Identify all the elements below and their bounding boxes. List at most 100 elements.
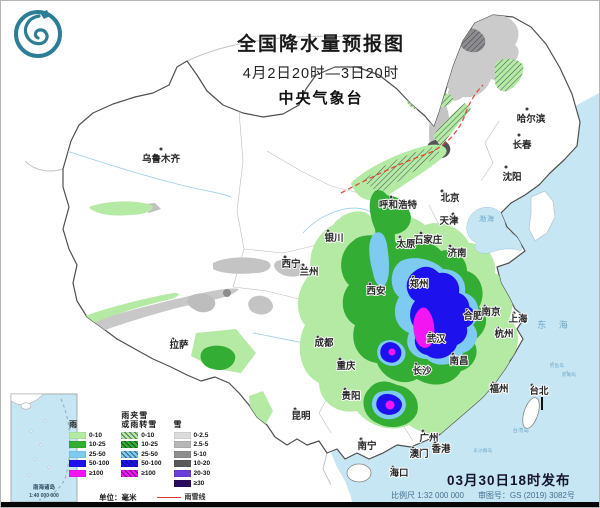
legend-row: 50-100 [69,460,110,468]
city-dot [524,106,530,112]
map-scale: 比例尺 1:32 000 000 [391,491,464,500]
legend-swatch [173,450,191,458]
legend-row: ≥100 [69,469,109,477]
dragon-head-icon [40,10,50,19]
city-dot [427,330,433,336]
city-dot [420,428,426,434]
city-label: 西安 [366,285,386,297]
legend-column-title: 雨 [69,419,78,429]
city-label: 南京 [481,306,501,318]
city-label: 呼和浩特 [379,199,418,211]
city-label: 天津 [439,215,459,227]
city-label: 昆明 [291,411,311,422]
sea-label: 渤海 [479,214,495,223]
sea-label: 东 海 [537,319,573,330]
legend-row: 25-50 [121,450,161,458]
inset-scale: 1:40 000 000 [29,493,59,499]
snow-line-label: 雨雪线 [184,494,206,502]
legend-value: 50-100 [89,460,110,468]
legend-footer: 单位：毫米 雨雪线 [99,492,210,503]
city-label: 太原 [396,238,416,250]
map-approval-number: 审图号：GS (2019) 3082号 [477,491,575,500]
city-label: 合肥 [463,310,483,322]
sea-label: 钓鱼岛 [550,362,565,369]
legend-row: 5-10 [173,450,211,458]
legend-row: 20-30 [173,469,211,477]
legend-swatch [173,431,191,439]
city-label: 杭州 [494,328,513,340]
legend-row: 0-10 [69,431,109,439]
bottom-border-bar [1,502,599,507]
city-label: 台北 [529,385,549,397]
legend-row: 25-50 [69,450,109,458]
city-label: 沈阳 [502,171,521,183]
city-dot [388,194,394,200]
legend-value: 2.5-5 [193,441,209,449]
city-dot [511,310,517,316]
legend-value: ≥100 [89,469,104,477]
legend-row: ≥30 [173,479,211,487]
legend-value: 25-50 [141,450,158,458]
legend-swatch [121,441,139,449]
bohai-sea [466,207,522,254]
legend-value: 20-30 [193,469,211,477]
legend-swatch [121,431,139,439]
snow-line-sample-icon [156,496,181,498]
city-label: 乌鲁木齐 [142,153,181,165]
rain-snow-line [340,84,484,194]
city-dot [450,351,456,357]
legend-swatch [173,469,191,477]
city-label: 兰州 [299,266,318,278]
city-label: 武汉 [426,333,446,345]
city-dot [464,307,470,313]
legend-swatch [69,469,86,477]
legend-column-2: 雪 0-2.5 2.5-5 5-10 10-20 20-30 ≥30 [173,403,211,487]
city-label: 银川 [324,232,343,244]
city-dot [410,445,416,451]
taiwan-island [522,397,540,429]
legend-column-1: 雨夹雪 或雨转雪 0-10 10-25 25-50 50-100 ≥100 [121,403,162,487]
legend-swatch [69,431,86,439]
legend-column-title: 雨夹雪 或雨转雪 [121,410,158,429]
precipitation-legend: 雨 0-10 10-25 25-50 50-100 ≥100 雨夹雪 或雨转雪 0-10 10-2… [69,403,210,503]
city-dot [495,325,501,331]
city-dot [529,382,535,388]
legend-row: 10-20 [173,460,210,468]
legend-value: 10-25 [141,441,158,449]
legend-row: ≥100 [121,469,161,477]
city-label: 郑州 [409,278,428,290]
city-dot [158,146,164,152]
legend-swatch [121,469,139,477]
city-label: 香港 [430,443,451,455]
city-label: 南宁 [357,440,377,452]
city-dot [503,164,509,170]
city-label: 澳门 [409,448,428,460]
sea-label: 东沙群岛 [473,447,492,454]
legend-swatch [173,441,191,449]
legend-swatch [69,441,86,449]
city-label: 重庆 [336,360,356,372]
legend-value: 5-10 [193,450,207,458]
dragon-swirl-icon [23,14,49,46]
legend-swatch [173,460,191,468]
legend-swatch [121,460,139,468]
legend-unit: 单位：毫米 [99,492,137,502]
agency-name: 中央气象台 [278,90,364,107]
city-dot [439,188,445,194]
city-dot [358,436,364,442]
city-label: 北京 [440,192,460,204]
legend-column-title: 雪 [173,419,183,429]
city-label: 长春 [512,139,532,151]
inset-map-south-china-sea: 南海诸岛 1:40 000 000 [10,393,78,503]
sea-label: 台湾岛 [513,427,530,434]
city-dot [418,230,424,236]
city-dot [325,228,331,234]
city-dot [367,281,373,287]
city-dot [337,356,343,362]
city-dot [282,254,288,260]
legend-swatch [69,460,86,468]
